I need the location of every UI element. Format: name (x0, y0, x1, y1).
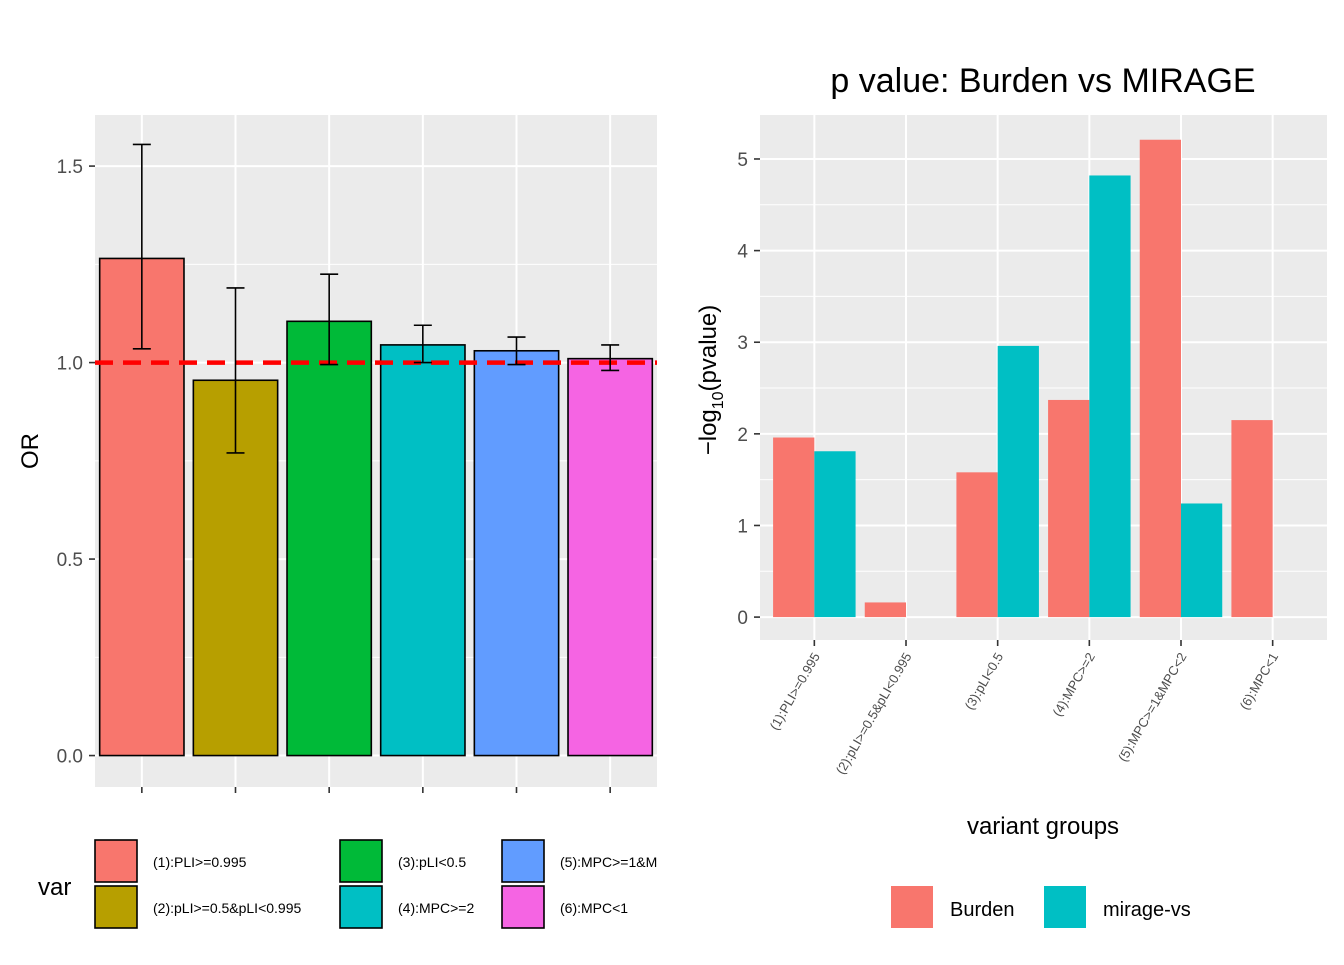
pvalue-bar (814, 451, 856, 618)
or-chart: 0.0 0.5 1.0 1.5 OR (17, 115, 657, 793)
pvalue-y-axis-label-text: −log10(pvalue) (695, 305, 727, 456)
or-bar (286, 320, 373, 757)
pvalue-x-axis-label: variant groups (967, 813, 1119, 840)
pvalue-bar (956, 472, 998, 618)
pvalue-bar (773, 437, 815, 618)
pvalue-bar (864, 602, 907, 618)
or-y-tick-label: 0.5 (57, 550, 83, 571)
or-bar (567, 357, 654, 757)
var-legend: var (1):PLI>=0.995 (2):pLI>=0.5&pLI<0.995… (38, 839, 657, 929)
pvalue-bar (1180, 503, 1223, 618)
pvalue-bars (773, 139, 1273, 618)
pvalue-bar (997, 345, 1039, 618)
var-legend-label: (4):MPC>=2 (398, 900, 474, 916)
pvalue-y-tick-label: 3 (737, 333, 748, 354)
pvalue-x-tick-label: (6):MPC<1 (1237, 650, 1282, 712)
or-error-bar (226, 287, 245, 454)
method-legend-label: Burden (950, 899, 1015, 921)
or-y-tick-label: 1.0 (57, 354, 83, 375)
var-legend-label: (5):MPC>=1&M (560, 854, 657, 870)
method-legend-item: Burden (891, 886, 1015, 928)
pvalue-y-tick-label: 4 (737, 242, 748, 263)
var-legend-item: (3):pLI<0.5 (339, 839, 466, 883)
pvalue-bar (1231, 420, 1273, 618)
pvalue-x-tick-label: (4):MPC>=2 (1050, 650, 1098, 719)
method-legend-swatch (891, 886, 933, 928)
var-legend-swatch (94, 885, 138, 929)
pvalue-chart-title: p value: Burden vs MIRAGE (830, 62, 1255, 100)
var-legend-swatch (501, 885, 545, 929)
or-error-bars (132, 143, 620, 454)
or-x-axis-ticks (141, 787, 611, 793)
or-y-axis-ticks: 0.0 0.5 1.0 1.5 (57, 157, 95, 768)
var-legend-label: (3):pLI<0.5 (398, 854, 466, 870)
method-legend-item: mirage-vs (1044, 886, 1191, 928)
pvalue-bar (1048, 399, 1090, 618)
or-bars (98, 257, 654, 757)
or-error-bar (132, 143, 151, 350)
pvalue-x-tick-label: (1):PLI>=0.995 (767, 650, 823, 733)
or-y-tick-label: 1.5 (57, 157, 83, 178)
pvalue-y-axis-ticks: 0 1 2 3 4 5 (737, 150, 760, 629)
or-panel-background (95, 115, 657, 787)
var-legend-swatch (339, 839, 383, 883)
method-legend-label: mirage-vs (1103, 899, 1191, 921)
var-legend-swatch (339, 885, 383, 929)
var-legend-label: (1):PLI>=0.995 (153, 854, 247, 870)
var-legend-items: (1):PLI>=0.995 (2):pLI>=0.5&pLI<0.995 (3):… (94, 839, 657, 929)
var-legend-label: (6):MPC<1 (560, 900, 628, 916)
or-y-tick-label: 0.0 (57, 747, 83, 768)
var-legend-item: (1):PLI>=0.995 (94, 839, 247, 883)
pvalue-y-axis-label: −log10(pvalue) (695, 305, 727, 456)
pvalue-x-tick-label: (2):pLI>=0.5&pLI<0.995 (833, 650, 915, 777)
pvalue-x-tick-label: (3):pLI<0.5 (962, 650, 1007, 712)
or-error-bar (320, 273, 339, 366)
pvalue-x-axis-ticks: (1):PLI>=0.995 (2):pLI>=0.5&pLI<0.995 (3):… (767, 640, 1282, 777)
pvalue-bar (1139, 139, 1181, 618)
method-legend: Burden mirage-vs (891, 886, 1191, 928)
var-legend-item: (6):MPC<1 (501, 885, 628, 929)
method-legend-swatch (1044, 886, 1086, 928)
pvalue-y-tick-label: 5 (737, 150, 748, 171)
pvalue-y-tick-label: 1 (737, 516, 748, 537)
or-error-bar (601, 344, 620, 372)
var-legend-swatch (94, 839, 138, 883)
or-y-axis-label: OR (17, 433, 44, 469)
pvalue-y-tick-label: 0 (737, 608, 748, 629)
or-error-bar (507, 336, 526, 366)
var-legend-label: (2):pLI>=0.5&pLI<0.995 (153, 900, 301, 916)
or-error-bar (413, 324, 432, 364)
var-legend-item: (5):MPC>=1&M (501, 839, 657, 883)
pvalue-y-tick-label: 2 (737, 425, 748, 446)
pvalue-bar (1089, 175, 1131, 618)
var-legend-title: var (38, 874, 71, 901)
or-bar (379, 344, 466, 757)
var-legend-swatch (501, 839, 545, 883)
var-legend-item: (4):MPC>=2 (339, 885, 474, 929)
pvalue-chart: p value: Burden vs MIRAGE 0 1 2 3 4 5 (1):PLI… (695, 62, 1327, 840)
pvalue-x-tick-label: (5):MPC>=1&MPC<2 (1115, 650, 1190, 764)
or-bar (473, 349, 560, 757)
var-legend-item: (2):pLI>=0.5&pLI<0.995 (94, 885, 301, 929)
